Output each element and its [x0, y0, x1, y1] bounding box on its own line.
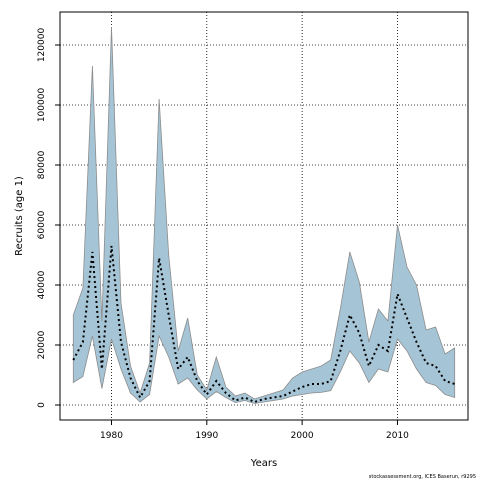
y-tick-label: 100000 — [37, 88, 47, 123]
y-tick-label: 40000 — [37, 270, 47, 299]
x-tick-label: 1980 — [100, 431, 123, 441]
x-axis: 1980 1990 2000 2010 — [100, 420, 409, 441]
x-tick-label: 1990 — [195, 431, 218, 441]
confidence-band — [72, 26, 456, 404]
y-tick-label: 80000 — [37, 150, 47, 179]
estimate-line — [72, 245, 455, 404]
plot-frame — [59, 11, 469, 421]
y-tick-label: 0 — [37, 402, 47, 408]
y-axis-label: Recruits (age 1) — [14, 176, 25, 256]
y-axis: 0 20000 40000 60000 80000 100000 120000 — [37, 28, 60, 408]
y-tick-label: 120000 — [37, 28, 47, 63]
x-axis-label: Years — [250, 458, 277, 469]
y-tick-label: 20000 — [37, 330, 47, 359]
x-tick-label: 2010 — [386, 431, 409, 441]
x-tick-label: 2000 — [291, 431, 314, 441]
credit-text: stockassessment.org, ICES Baserun, r9295 — [369, 474, 476, 480]
y-tick-label: 60000 — [37, 210, 47, 239]
